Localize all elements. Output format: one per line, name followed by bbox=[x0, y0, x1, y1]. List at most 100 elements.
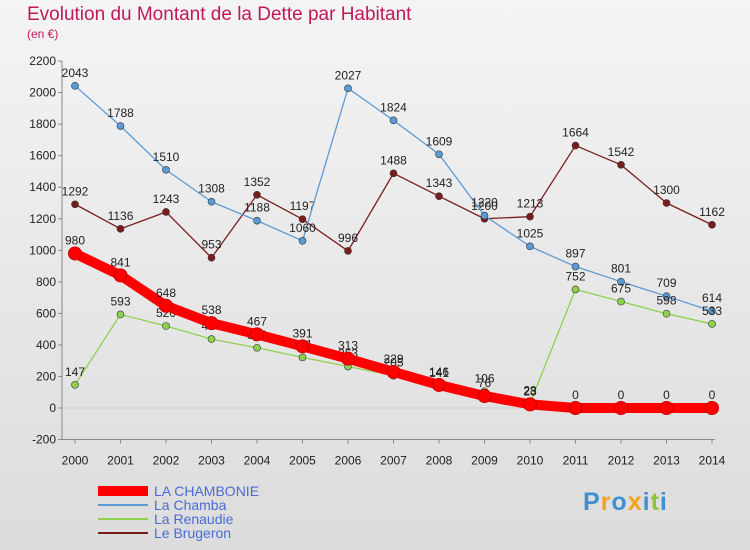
data-point bbox=[708, 320, 716, 328]
data-point bbox=[571, 285, 580, 294]
data-label: 141 bbox=[429, 366, 449, 380]
data-point bbox=[708, 307, 716, 315]
data-point bbox=[253, 343, 261, 352]
data-label: 28 bbox=[523, 384, 537, 398]
x-tick-label: 2005 bbox=[289, 454, 316, 468]
y-tick-label: 1600 bbox=[29, 149, 56, 163]
data-point bbox=[389, 116, 398, 125]
legend-item-la-chamba: La Chamba bbox=[98, 498, 259, 512]
x-tick-label: 2007 bbox=[380, 454, 407, 468]
y-tick-label: 800 bbox=[36, 275, 56, 289]
data-point bbox=[344, 247, 352, 255]
data-label: 2043 bbox=[62, 66, 89, 80]
data-point bbox=[662, 199, 671, 207]
data-point bbox=[116, 122, 125, 130]
legend-label: La Chamba bbox=[154, 497, 227, 513]
data-label: 1188 bbox=[244, 201, 270, 215]
data-label: 1060 bbox=[289, 221, 316, 235]
data-point bbox=[568, 401, 583, 415]
data-label: 841 bbox=[110, 255, 130, 269]
brand-logo: Proxiti bbox=[583, 488, 668, 517]
data-label: 1197 bbox=[290, 199, 316, 213]
data-label: 0 bbox=[663, 388, 670, 402]
legend-label: LA CHAMBONIE bbox=[154, 483, 260, 499]
x-tick-label: 2009 bbox=[471, 454, 498, 468]
legend-item-le-brugeron: Le Brugeron bbox=[98, 526, 259, 540]
data-point bbox=[253, 190, 261, 199]
x-tick-label: 2013 bbox=[653, 454, 680, 468]
y-tick-label: 2000 bbox=[29, 86, 56, 100]
y-tick-label: 0 bbox=[49, 401, 56, 415]
data-point bbox=[298, 215, 307, 224]
data-point bbox=[116, 310, 125, 319]
data-point bbox=[162, 322, 170, 330]
data-point bbox=[162, 166, 170, 174]
data-label: 467 bbox=[247, 314, 267, 328]
data-label: 1542 bbox=[608, 145, 635, 159]
legend-label: La Renaudie bbox=[154, 511, 234, 527]
data-point bbox=[207, 335, 216, 343]
data-label: 1343 bbox=[426, 176, 453, 190]
data-label: 2027 bbox=[335, 68, 362, 82]
data-point bbox=[250, 327, 264, 342]
y-tick-label: 2200 bbox=[29, 54, 56, 68]
data-label: 147 bbox=[65, 365, 85, 379]
y-tick-label: 600 bbox=[36, 306, 56, 320]
x-tick-label: 2011 bbox=[563, 454, 589, 468]
x-tick-label: 2001 bbox=[107, 454, 134, 468]
data-point bbox=[71, 200, 79, 209]
data-point bbox=[526, 212, 534, 221]
data-point bbox=[480, 211, 489, 220]
data-label: 1025 bbox=[517, 226, 544, 240]
data-point bbox=[159, 298, 173, 313]
data-label: 1220 bbox=[471, 196, 498, 210]
data-label: 1200 bbox=[471, 199, 498, 213]
data-label: 1300 bbox=[653, 183, 680, 197]
data-point bbox=[526, 242, 534, 251]
data-label: 598 bbox=[656, 294, 676, 308]
data-label: 1609 bbox=[426, 134, 453, 148]
chart-subtitle: (en €) bbox=[27, 27, 59, 41]
data-label: 1824 bbox=[380, 100, 407, 114]
data-label: 752 bbox=[565, 269, 585, 283]
data-point bbox=[386, 364, 401, 379]
data-point bbox=[116, 225, 125, 233]
data-label: 1292 bbox=[62, 184, 89, 198]
legend-item-la-renaudie: La Renaudie bbox=[98, 512, 259, 526]
data-label: 23 bbox=[523, 384, 537, 398]
data-point bbox=[571, 262, 580, 271]
data-label: 1308 bbox=[198, 182, 225, 196]
data-label: 953 bbox=[201, 238, 221, 252]
chart-title: Evolution du Montant de la Dette par Hab… bbox=[27, 4, 412, 25]
legend: LA CHAMBONIE La Chamba La Renaudie Le Br… bbox=[98, 484, 259, 540]
data-label: 709 bbox=[656, 276, 676, 290]
data-label: 675 bbox=[611, 282, 631, 296]
data-point bbox=[435, 150, 443, 159]
data-point bbox=[571, 141, 580, 150]
legend-label: Le Brugeron bbox=[154, 525, 232, 541]
data-point bbox=[298, 237, 307, 245]
data-label: 1352 bbox=[244, 175, 271, 189]
data-point bbox=[341, 351, 355, 366]
data-point bbox=[298, 353, 307, 362]
brand-text: Proxiti bbox=[583, 488, 668, 516]
data-label: 1510 bbox=[153, 150, 180, 164]
data-point bbox=[162, 208, 170, 216]
data-label: 0 bbox=[618, 388, 625, 402]
data-label: 801 bbox=[611, 262, 631, 276]
data-label: 146 bbox=[429, 365, 449, 379]
data-point bbox=[432, 377, 446, 392]
legend-swatch bbox=[98, 532, 148, 534]
data-point bbox=[204, 316, 219, 331]
data-label: 76 bbox=[478, 376, 492, 390]
x-tick-label: 2000 bbox=[62, 454, 89, 468]
x-tick-label: 2014 bbox=[699, 454, 726, 468]
y-tick-label: -200 bbox=[32, 433, 56, 447]
data-label: 313 bbox=[338, 339, 358, 353]
data-point bbox=[435, 192, 443, 201]
data-point bbox=[389, 169, 398, 178]
data-point bbox=[705, 401, 719, 415]
data-point bbox=[207, 253, 216, 262]
